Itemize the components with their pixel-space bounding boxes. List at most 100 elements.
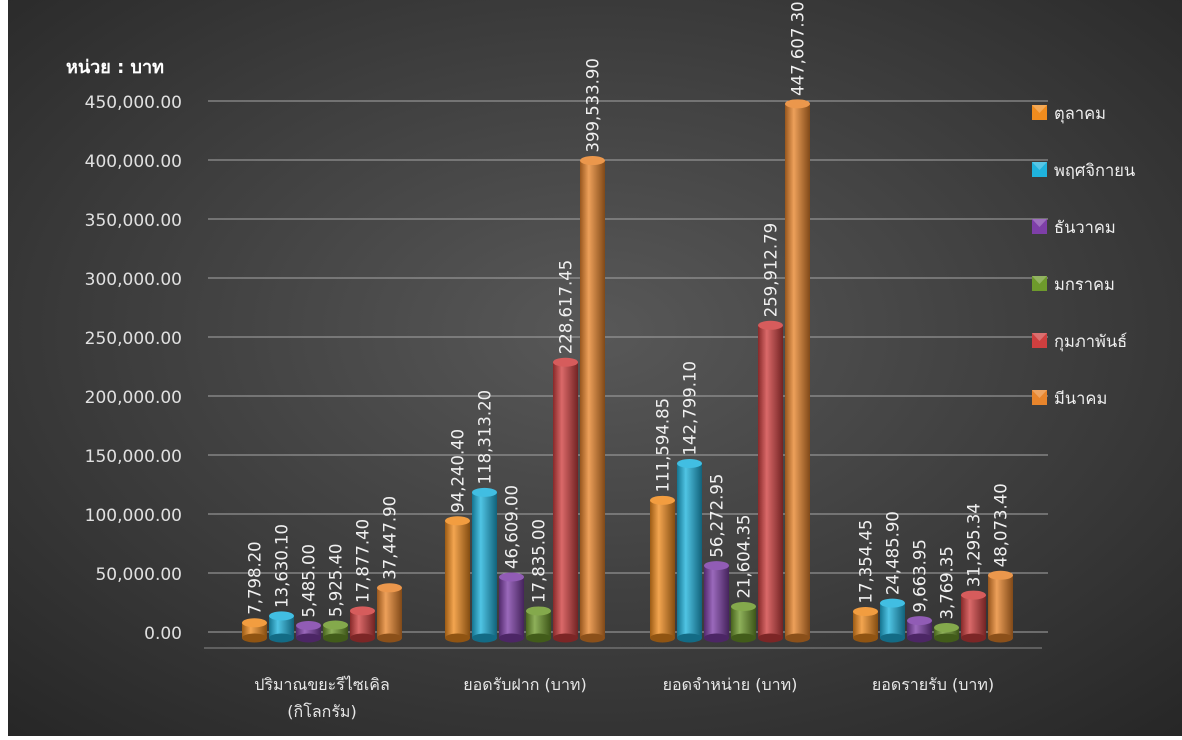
bar-body [785,104,810,638]
data-label: 31,295.34 [965,503,984,587]
y-tick-label: 450,000.00 [85,93,182,113]
y-tick-label: 50,000.00 [95,565,182,585]
bar [580,156,605,642]
bar-body [472,492,497,638]
y-tick-label: 350,000.00 [85,211,182,231]
y-tick-label: 0.00 [144,624,182,644]
legend-label: พฤศจิกายน [1054,161,1135,180]
x-category-label: ยอดจำหน่าย (บาท) [663,675,798,694]
bar-top [758,321,783,330]
x-category-label: ปริมาณขยะรีไซเคิล [254,675,390,694]
data-label: 46,609.00 [503,485,522,569]
bar-body [731,607,756,638]
bar-top [526,606,551,615]
bar-base [269,634,294,643]
bar-top [988,571,1013,580]
y-tick-label: 250,000.00 [85,329,182,349]
data-label: 37,447.90 [381,496,400,580]
bar-top [269,611,294,620]
data-label: 5,485.00 [300,544,319,617]
bar-body [499,577,524,638]
bar-top [445,516,470,525]
data-label: 56,272.95 [708,474,727,558]
bar [650,496,675,643]
bar-top [961,591,986,600]
bar-body [377,588,402,638]
data-label: 111,594.85 [654,398,673,492]
bar [961,591,986,643]
y-tick-label: 100,000.00 [85,506,182,526]
bar-top [296,621,321,630]
bar-body [445,521,470,638]
bar-base [731,634,756,643]
bar [445,516,470,642]
bar-base [472,634,497,643]
legend-label: ตุลาคม [1054,104,1106,124]
bar [704,561,729,642]
bar-base [526,634,551,643]
bar-top [553,358,578,367]
data-label: 13,630.10 [273,524,292,608]
unit-label: หน่วย : บาท [66,57,164,78]
y-tick-label: 150,000.00 [85,447,182,467]
bar-top [242,618,267,627]
bar-base [377,634,402,643]
x-category-label: ยอดรับฝาก (บาท) [463,675,586,694]
bar-top [853,607,878,616]
data-label: 447,607.30 [789,1,808,95]
bar-top [934,623,959,632]
y-tick-label: 200,000.00 [85,388,182,408]
x-category-label: ยอดรายรับ (บาท) [872,675,994,694]
data-label: 94,240.40 [449,429,468,513]
bar-base [907,634,932,643]
bar-top [677,459,702,468]
data-label: 259,912.79 [762,223,781,317]
bar [526,606,551,642]
bar-body [580,161,605,638]
bar [758,321,783,643]
legend-label: มกราคม [1054,275,1115,294]
y-tick-label: 300,000.00 [85,270,182,290]
bar [472,488,497,643]
data-label: 21,604.35 [735,515,754,599]
bar-top [499,573,524,582]
data-label: 228,617.45 [557,260,576,354]
bar-top [350,606,375,615]
bar [785,99,810,642]
data-label: 142,799.10 [681,361,700,455]
legend-label: กุมภาพันธ์ [1054,332,1127,352]
data-label: 9,663.95 [911,539,930,612]
bar-body [704,566,729,638]
bar [323,621,348,643]
bar-base [650,634,675,643]
data-label: 7,798.20 [246,541,265,614]
x-category-label: (กิโลกรัม) [287,702,356,721]
data-label: 3,769.35 [938,546,957,619]
bar [907,616,932,642]
bar-base [853,634,878,643]
bar [377,583,402,642]
data-label: 5,925.40 [327,544,346,617]
bar [553,358,578,643]
bar-top [731,602,756,611]
bar [242,618,267,642]
bar-body [758,325,783,638]
bar-body [553,362,578,638]
bar [731,602,756,642]
bar-base [758,634,783,643]
data-label: 48,073.40 [992,483,1011,567]
data-label: 17,354.45 [857,520,876,604]
bar-base [323,634,348,643]
bar-base [988,634,1013,643]
bar-top [907,616,932,625]
bar-base [580,634,605,643]
legend-label: มีนาคม [1054,389,1107,408]
bar-top [704,561,729,570]
bar-top [785,99,810,108]
bar [499,573,524,643]
bar-body [961,595,986,638]
bar [880,599,905,643]
data-label: 17,877.40 [354,519,373,603]
bar-base [961,634,986,643]
bar-base [553,634,578,643]
